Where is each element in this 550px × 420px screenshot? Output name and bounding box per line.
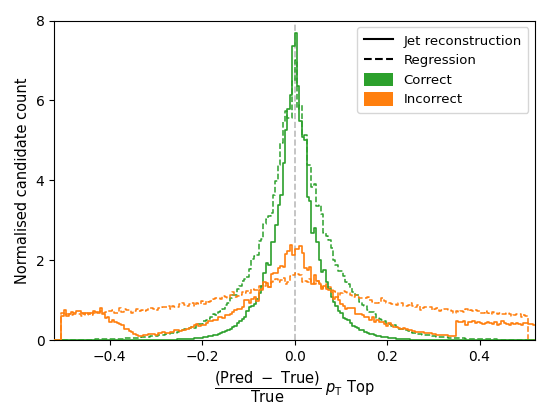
Y-axis label: Normalised candidate count: Normalised candidate count: [15, 77, 30, 284]
Legend: Jet reconstruction, Regression, Correct, Incorrect: Jet reconstruction, Regression, Correct,…: [358, 27, 529, 113]
X-axis label: $\dfrac{\mathrm{(Pred\ -\ True)}}{\mathrm{True}}$ $p_\mathrm{T}$ Top: $\dfrac{\mathrm{(Pred\ -\ True)}}{\mathr…: [214, 370, 375, 405]
